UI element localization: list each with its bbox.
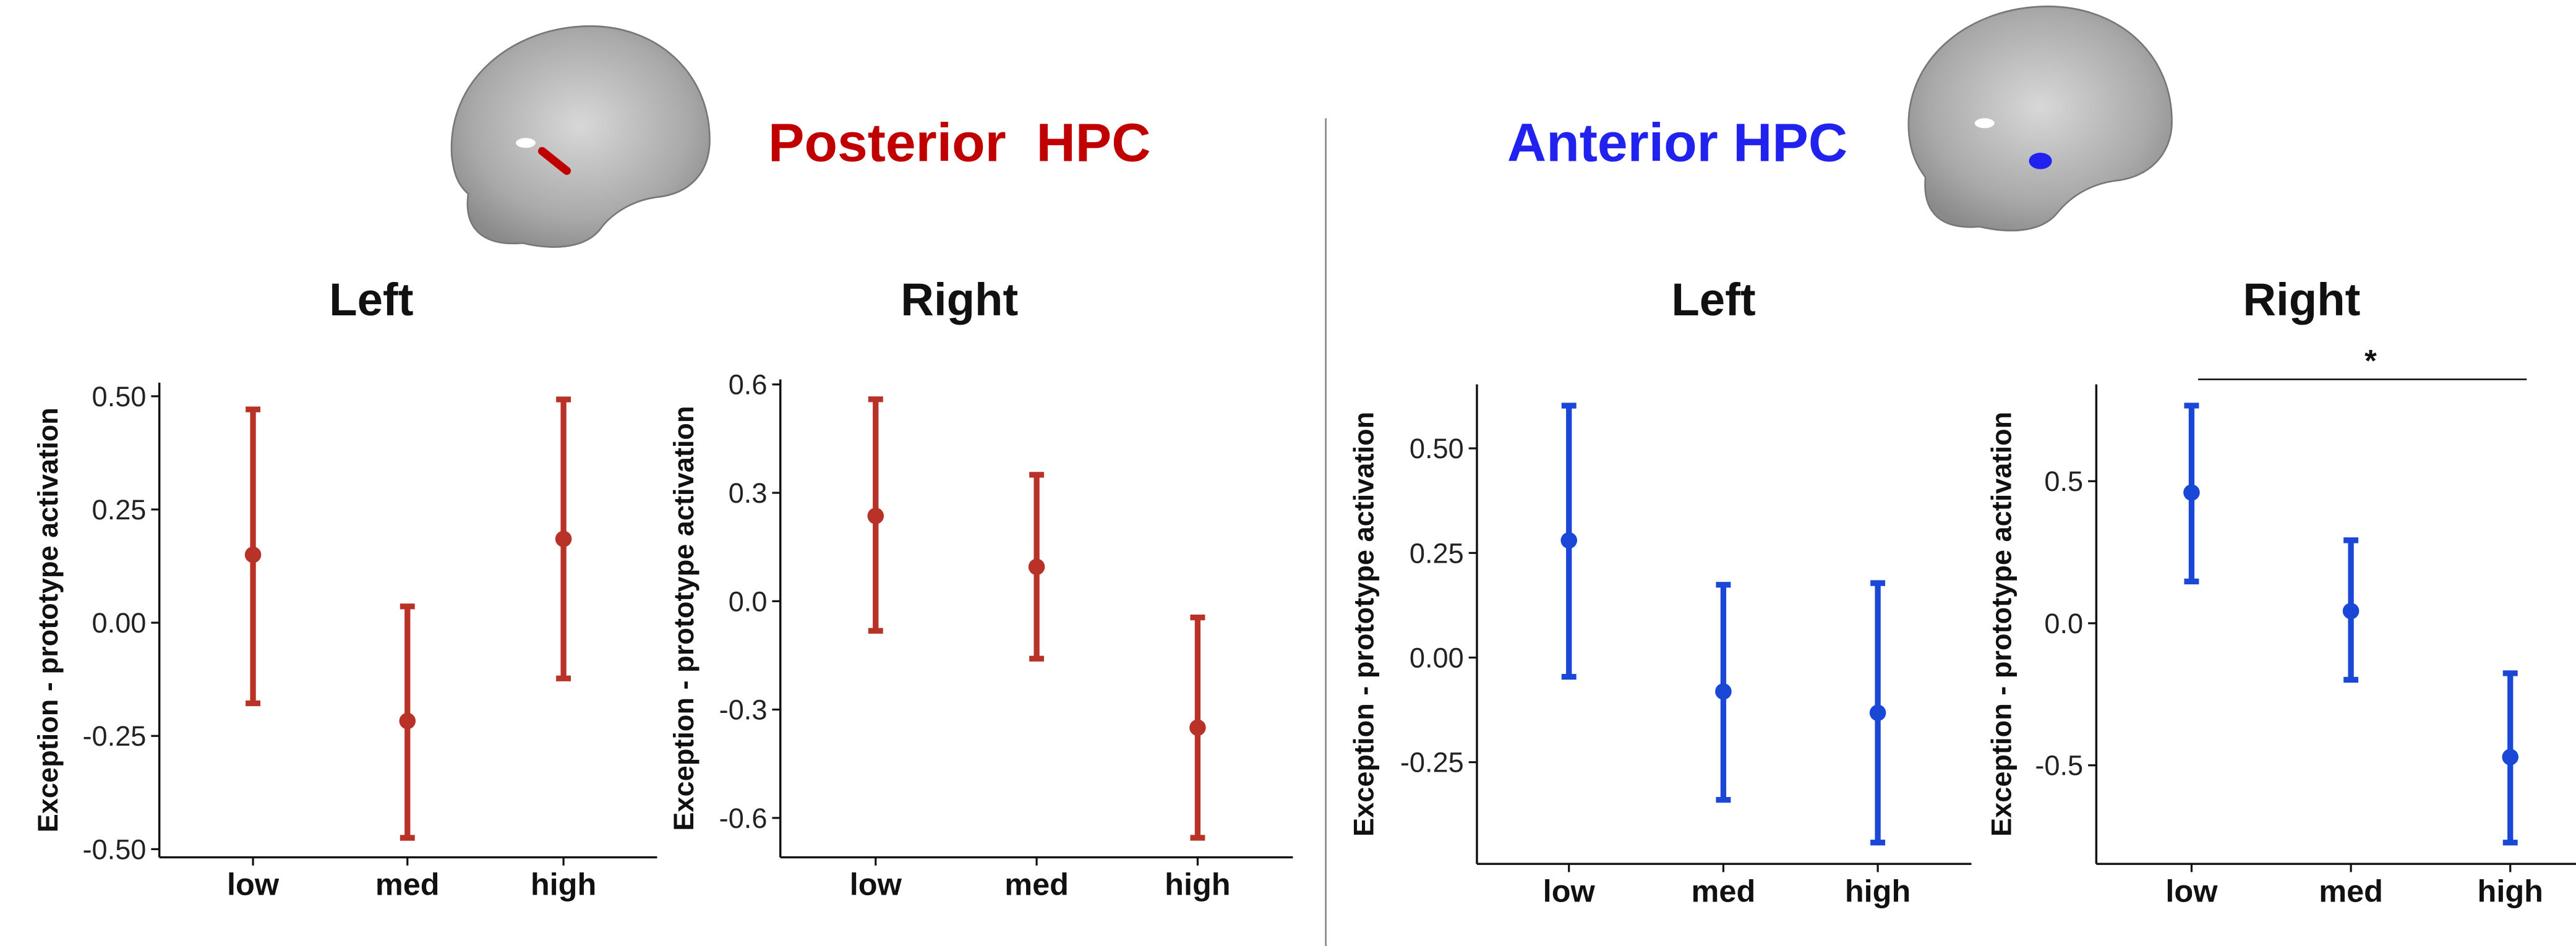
mean-point [1560, 532, 1577, 549]
y-tick-label: 0.3 [729, 477, 768, 509]
x-tick-label: med [1004, 867, 1069, 902]
y-tick-label: 0.0 [2044, 608, 2083, 639]
x-tick-label: low [850, 867, 902, 902]
mean-point [2343, 603, 2360, 620]
y-tick-label: -0.3 [719, 694, 768, 726]
panel-title: Left [329, 274, 413, 325]
y-axis-label: Exception - prototype activation [1985, 412, 2017, 837]
mean-point [399, 713, 416, 730]
mean-point [1189, 720, 1206, 736]
page: {"header": {"posterior_title": "Posterio… [0, 0, 2576, 946]
x-tick-label: high [531, 867, 596, 902]
y-tick-label: 0.0 [729, 586, 768, 617]
y-tick-label: 0.25 [92, 494, 147, 526]
x-tick-label: high [1845, 873, 1911, 908]
x-tick-label: low [227, 867, 280, 902]
mean-point [1715, 683, 1732, 700]
panel-title: Right [901, 274, 1018, 325]
mean-point [1870, 705, 1886, 722]
y-axis-label: Exception - prototype activation [1348, 412, 1380, 837]
mean-point [2183, 484, 2200, 501]
y-tick-label: -0.50 [83, 833, 147, 865]
figure: Posterior HPC Anterior HPC Left Exception… [0, 0, 2576, 946]
y-tick-label: 0.00 [1410, 642, 1464, 673]
y-tick-label: -0.5 [2035, 750, 2083, 782]
x-tick-label: med [1692, 873, 1756, 908]
x-tick-label: med [2319, 873, 2383, 908]
y-tick-label: 0.50 [92, 381, 147, 412]
x-tick-label: low [1543, 873, 1596, 908]
region-title: Posterior HPC [768, 112, 1151, 173]
y-tick-label: -0.6 [719, 803, 768, 834]
y-tick-label: -0.25 [83, 720, 147, 752]
y-tick-label: 0.25 [1410, 537, 1464, 569]
brain-icon-posterior [451, 26, 709, 247]
y-tick-label: 0.50 [1410, 433, 1464, 464]
y-axis-label: Exception - prototype activation [668, 406, 700, 830]
y-axis-label: Exception - prototype activation [32, 407, 64, 832]
x-tick-label: high [1165, 867, 1230, 902]
mean-point [1029, 559, 1045, 576]
region-title: Anterior HPC [1507, 112, 1847, 173]
y-tick-label: -0.25 [1400, 747, 1464, 778]
y-tick-label: 0.5 [2044, 466, 2083, 497]
x-tick-label: med [375, 867, 440, 902]
mean-point [868, 508, 884, 524]
y-tick-label: 0.6 [729, 369, 768, 401]
mean-point [245, 547, 262, 563]
panel-title: Left [1671, 274, 1755, 325]
y-tick-label: 0.00 [92, 607, 147, 639]
x-tick-label: low [2165, 873, 2218, 908]
panel-title: Right [2243, 274, 2360, 325]
mean-point [555, 531, 572, 547]
mean-point [2502, 749, 2518, 765]
x-tick-label: high [2478, 873, 2543, 908]
brain-icon-anterior [1909, 6, 2172, 231]
significance-marker: * [2364, 343, 2377, 378]
